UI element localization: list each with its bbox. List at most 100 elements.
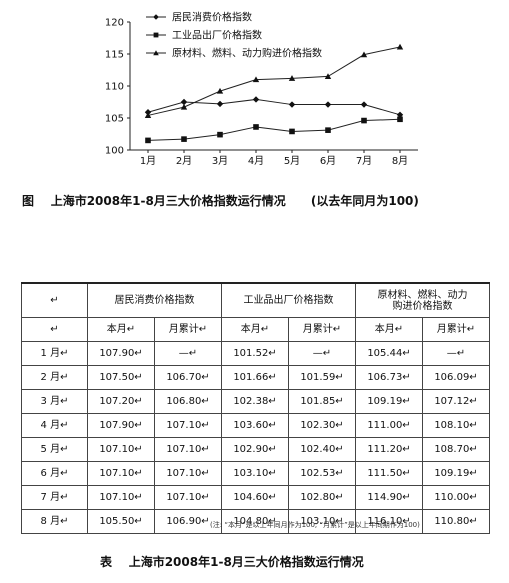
- value-cell: 107.20↵: [87, 389, 155, 414]
- value-cell: 108.10↵: [422, 413, 490, 438]
- subheader-cell: 本月↵: [221, 317, 289, 342]
- month-cell: 3 月↵: [21, 389, 88, 414]
- data-point-series-1: [180, 98, 188, 106]
- subheader-cell: 本月↵: [87, 317, 155, 342]
- month-cell: 2 月↵: [21, 365, 88, 390]
- price-index-table: ↵ 居民消费价格指数 工业品出厂价格指数 原材料、燃料、动力 购进价格指数 ↵ 本月↵ 月累计…: [21, 282, 490, 534]
- table-row: 4 月↵ 107.90↵ 107.10↵ 103.60↵ 102.30↵ 111.00↵ 1…: [21, 413, 490, 438]
- x-tick-label: 5月: [284, 155, 300, 167]
- table-subheader-row: ↵ 本月↵ 月累计↵ 本月↵ 月累计↵ 本月↵ 月累计↵: [21, 317, 490, 342]
- x-tick-label: 1月: [140, 155, 156, 167]
- value-cell: 107.10↵: [154, 461, 222, 486]
- value-cell: 106.70↵: [154, 365, 222, 390]
- value-cell: 110.00↵: [422, 485, 490, 510]
- figure-caption: 图 上海市2008年1-8月三大价格指数运行情况 (以去年同月为100): [22, 194, 419, 208]
- group-header-3: 原材料、燃料、动力 购进价格指数: [355, 282, 490, 318]
- value-cell: 105.44↵: [355, 341, 423, 366]
- data-point-series-3: [216, 87, 224, 94]
- value-cell: 103.10↵: [221, 461, 289, 486]
- legend-marker-1: [153, 14, 159, 20]
- x-tick-label: 4月: [248, 155, 264, 167]
- data-point-series-1: [360, 101, 368, 108]
- value-cell: 107.10↵: [87, 437, 155, 462]
- legend-label-2: 工业品出厂价格指数: [172, 29, 262, 42]
- month-cell: 7 月↵: [21, 485, 88, 510]
- value-cell: 114.90↵: [355, 485, 423, 510]
- value-cell: 101.52↵: [221, 341, 289, 366]
- series-line-2: [147, 118, 401, 141]
- y-tick-label: 105: [105, 114, 124, 125]
- data-point-series-3: [288, 75, 296, 81]
- value-cell: 104.60↵: [221, 485, 289, 510]
- month-cell: 8 月↵: [21, 509, 88, 534]
- data-point-series-2: [217, 131, 223, 138]
- series-line-3: [147, 46, 401, 116]
- value-cell: 105.50↵: [87, 509, 155, 534]
- value-cell: 110.80↵: [422, 509, 490, 534]
- data-point-series-3: [180, 103, 188, 110]
- value-cell: 116.10↵: [355, 509, 423, 534]
- value-cell: 107.10↵: [87, 461, 155, 486]
- value-cell: 106.80↵: [154, 389, 222, 414]
- group-header-2: 工业品出厂价格指数: [221, 282, 356, 318]
- value-cell: 102.38↵: [221, 389, 289, 414]
- value-cell: —↵: [288, 341, 356, 366]
- month-cell: 1 月↵: [21, 341, 88, 366]
- value-cell: 102.53↵: [288, 461, 356, 486]
- table-caption: 表 上海市2008年1-8月三大价格指数运行情况: [100, 555, 364, 569]
- value-cell: 101.59↵: [288, 365, 356, 390]
- value-cell: 107.90↵: [87, 341, 155, 366]
- value-cell: —↵: [154, 341, 222, 366]
- y-tick-label: 120: [105, 18, 124, 29]
- subheader-cell: 本月↵: [355, 317, 423, 342]
- x-tick-label: 3月: [212, 155, 228, 167]
- value-cell: 102.80↵: [288, 485, 356, 510]
- table-row: 6 月↵ 107.10↵ 107.10↵ 103.10↵ 102.53↵ 111.50↵ 1…: [21, 461, 490, 486]
- value-cell: 107.10↵: [154, 437, 222, 462]
- data-point-series-2: [181, 136, 187, 142]
- month-cell: 5 月↵: [21, 437, 88, 462]
- value-cell: 111.00↵: [355, 413, 423, 438]
- value-cell: —↵: [422, 341, 490, 366]
- data-point-series-3: [252, 76, 260, 83]
- data-point-series-1: [252, 96, 260, 103]
- legend-label-3: 原材料、燃料、动力购进价格指数: [172, 47, 322, 60]
- table-row: 1 月↵ 107.90↵ —↵ 101.52↵ —↵ 105.44↵ —↵: [21, 341, 490, 366]
- value-cell: 103.60↵: [221, 413, 289, 438]
- value-cell: 104.80↵: [221, 509, 289, 534]
- data-point-series-3: [324, 73, 332, 79]
- table-row: 5 月↵ 107.10↵ 107.10↵ 102.90↵ 102.40↵ 111.20↵ 1…: [21, 437, 490, 462]
- table-corner-cell: ↵: [21, 317, 88, 342]
- value-cell: 107.50↵: [87, 365, 155, 390]
- series-line-1: [147, 98, 401, 116]
- value-cell: 106.90↵: [154, 509, 222, 534]
- data-point-series-2: [145, 137, 151, 144]
- month-cell: 6 月↵: [21, 461, 88, 486]
- data-point-series-2: [361, 117, 367, 124]
- value-cell: 107.10↵: [154, 485, 222, 510]
- data-point-series-3: [396, 43, 404, 50]
- table-header-row: ↵ 居民消费价格指数 工业品出厂价格指数 原材料、燃料、动力 购进价格指数: [21, 282, 490, 318]
- table-corner-cell: ↵: [21, 282, 88, 318]
- data-point-series-2: [397, 116, 403, 123]
- data-point-series-1: [324, 101, 332, 108]
- value-cell: 111.20↵: [355, 437, 423, 462]
- data-point-series-3: [144, 112, 152, 118]
- y-tick-label: 110: [105, 82, 124, 93]
- value-cell: 102.30↵: [288, 413, 356, 438]
- y-tick-label: 115: [105, 50, 124, 61]
- data-point-series-1: [396, 111, 404, 118]
- value-cell: 109.19↵: [355, 389, 423, 414]
- value-cell: 108.70↵: [422, 437, 490, 462]
- x-tick-label: 2月: [176, 155, 192, 167]
- value-cell: 107.10↵: [154, 413, 222, 438]
- value-cell: 106.73↵: [355, 365, 423, 390]
- legend-marker-3: [153, 50, 159, 56]
- table-row: 8 月↵ 105.50↵ 106.90↵ 104.80↵ 103.10↵ 116.10↵ 1…: [21, 509, 490, 534]
- value-cell: 111.50↵: [355, 461, 423, 486]
- y-tick-label: 100: [105, 146, 124, 157]
- table-row: 2 月↵ 107.50↵ 106.70↵ 101.66↵ 101.59↵ 106.73↵ 1…: [21, 365, 490, 390]
- group-header-1: 居民消费价格指数: [87, 282, 222, 318]
- x-tick-label: 7月: [356, 155, 372, 167]
- line-chart: 100 105 110 115 120 1月 2月 3月 4月 5月 6月 7月 8月 居民消费价格指数工…: [0, 0, 509, 185]
